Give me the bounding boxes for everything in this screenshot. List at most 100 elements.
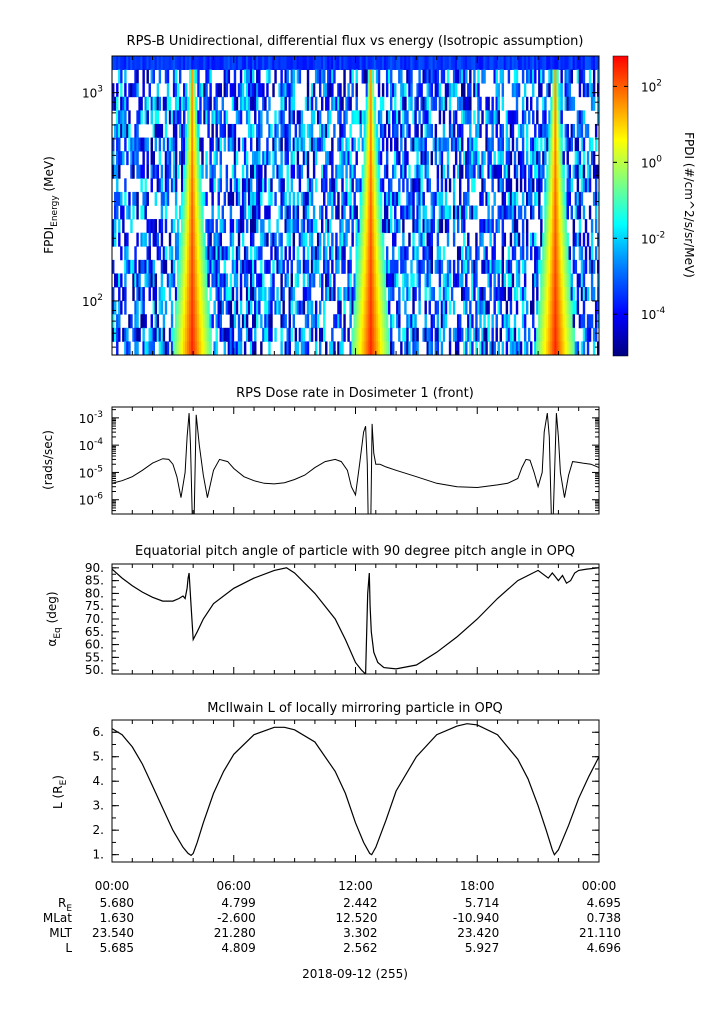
spectrogram-cell (552, 273, 555, 288)
spectrogram-cell (239, 69, 243, 84)
spectrogram-cell (550, 232, 553, 247)
spectrogram-cell (134, 341, 137, 355)
spectrogram-cell (120, 300, 123, 315)
spectrogram-cell (546, 219, 549, 234)
spectrogram-cell (568, 137, 571, 152)
spectrogram-cell (544, 110, 547, 125)
spectrogram-cell (532, 273, 535, 288)
spectrogram-cell (463, 191, 466, 206)
spectrogram-cell (426, 327, 429, 342)
spectrogram-cell (180, 314, 184, 329)
spectrogram-cell (424, 56, 427, 70)
spectrogram-cell (132, 191, 135, 206)
spectrogram-cell (280, 110, 283, 125)
spectrogram-cell (278, 232, 281, 247)
spectrogram-cell (215, 341, 218, 355)
spectrogram-cell (377, 232, 381, 247)
spectrogram-cell (365, 314, 369, 329)
spectrogram-cell (239, 83, 243, 98)
spectrogram-cell (564, 56, 567, 70)
spectrogram-cell (357, 259, 360, 274)
spectrogram-cell (254, 83, 257, 98)
spectrogram-cell (355, 96, 358, 111)
spectrogram-cell (195, 341, 198, 355)
spectrogram-cell (379, 110, 383, 125)
spectrogram-cell (337, 246, 340, 261)
spectrogram-cell (505, 164, 509, 179)
spectrogram-cell (304, 259, 308, 274)
spectrogram-cell (233, 259, 237, 274)
spectrogram-cell (345, 191, 348, 206)
spectrogram-cell (440, 151, 444, 166)
spectrogram-cell (183, 259, 186, 274)
spectrogram-cell (176, 287, 180, 302)
spectrogram-cell (168, 246, 172, 261)
spectrogram-cell (519, 56, 523, 70)
spectrogram-cell (245, 69, 249, 84)
spectrogram-cell (463, 96, 466, 111)
spectrogram-cell (454, 151, 458, 166)
spectrogram-cell (440, 69, 444, 84)
spectrogram-cell (385, 56, 389, 70)
spectrogram-cell (420, 232, 423, 247)
spectrogram-cell (424, 205, 427, 220)
spectrogram-cell (578, 164, 582, 179)
spectrogram-cell (568, 273, 571, 288)
spectrogram-cell (556, 273, 559, 288)
spectrogram-cell (195, 69, 198, 84)
spectrogram-cell (134, 56, 137, 70)
spectrogram-cell (385, 273, 389, 288)
spectrogram-cell (450, 287, 454, 302)
spectrogram-cell (252, 83, 255, 98)
spectrogram-cell (499, 164, 502, 179)
spectrogram-cell (471, 164, 474, 179)
spectrogram-cell (114, 327, 117, 342)
spectrogram-cell (385, 205, 389, 220)
spectrogram-cell (527, 110, 531, 125)
spectrogram-cell (158, 287, 162, 302)
spectrogram-cell (180, 232, 184, 247)
spectrogram-cell (418, 69, 421, 84)
spectrogram-cell (446, 56, 450, 70)
spectrogram-cell (249, 341, 253, 355)
spectrogram-cell (402, 56, 405, 70)
spectrogram-cell (536, 96, 539, 111)
spectrogram-cell (558, 191, 561, 206)
spectrogram-cell (280, 287, 283, 302)
spectrogram-cell (442, 205, 446, 220)
spectrogram-cell (546, 123, 549, 138)
spectrogram-cell (432, 205, 436, 220)
spectrogram-cell (134, 83, 137, 98)
spectrogram-cell (209, 327, 212, 342)
spectrogram-cell (507, 110, 511, 125)
spectrogram-cell (438, 191, 442, 206)
spectrogram-cell (566, 83, 569, 98)
spectrogram-cell (233, 341, 237, 355)
spectrogram-cell (379, 205, 383, 220)
spectrogram-cell (485, 300, 488, 315)
spectrogram-cell (172, 327, 176, 342)
spectrogram-cell (331, 69, 334, 84)
spectrogram-cell (430, 191, 434, 206)
spectrogram-cell (353, 56, 356, 70)
spectrogram-cell (276, 246, 279, 261)
spectrogram-cell (138, 287, 141, 302)
spectrogram-cell (596, 232, 599, 247)
spectrogram-cell (406, 246, 409, 261)
spectrogram-cell (252, 164, 255, 179)
spectrogram-cell (211, 137, 214, 152)
spectrogram-cell (475, 83, 478, 98)
spectrogram-cell (373, 137, 377, 152)
spectrogram-cell (497, 83, 500, 98)
spectrogram-cell (558, 83, 561, 98)
spectrogram-cell (479, 219, 482, 234)
spectrogram-cell (584, 327, 588, 342)
spectrogram-cell (262, 273, 265, 288)
spectrogram-cell (266, 151, 269, 166)
spectrogram-cell (420, 164, 423, 179)
spectrogram-cell (245, 273, 249, 288)
spectrogram-cell (201, 327, 204, 342)
spectrogram-cell (558, 151, 561, 166)
spectrogram-cell (308, 287, 312, 302)
spectrogram-cell (351, 300, 354, 315)
